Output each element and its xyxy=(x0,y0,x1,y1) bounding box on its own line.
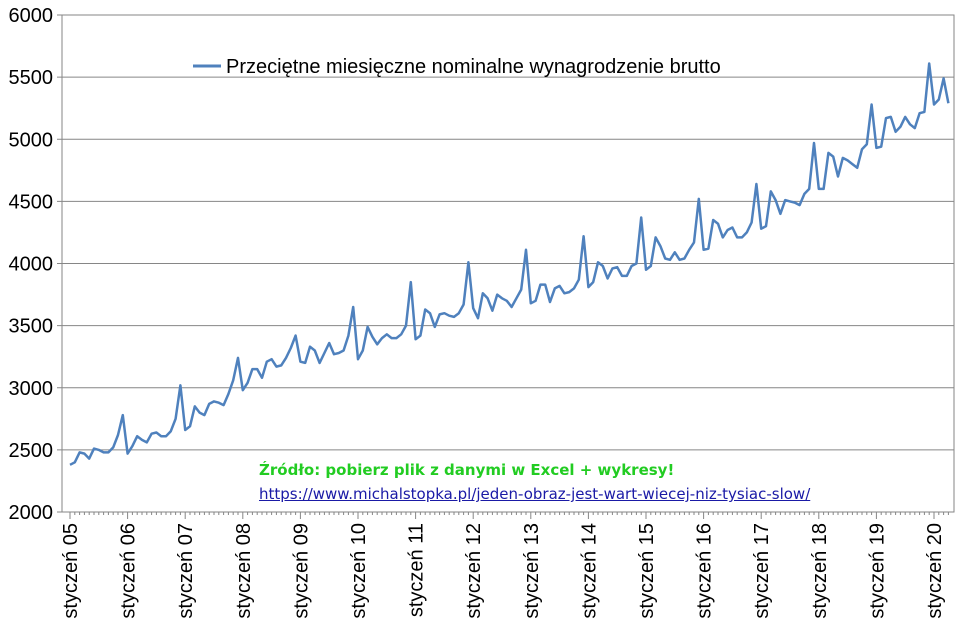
source-link[interactable]: https://www.michalstopka.pl/jeden-obraz-… xyxy=(259,485,811,503)
x-tick-label: styczeń 11 xyxy=(406,523,428,617)
y-tick-label: 4000 xyxy=(9,254,54,276)
legend-label: Przeciętne miesięczne nominalne wynagrod… xyxy=(226,56,721,78)
x-tick-label: styczeń 10 xyxy=(348,523,370,619)
y-tick-label: 4500 xyxy=(9,191,54,213)
x-tick-label: styczeń 16 xyxy=(694,523,716,619)
y-tick-label: 5500 xyxy=(9,67,54,89)
x-tick-label: styczeń 17 xyxy=(751,523,773,619)
x-tick-label: styczeń 15 xyxy=(636,523,658,619)
y-tick-label: 3000 xyxy=(9,378,54,400)
y-tick-label: 5000 xyxy=(9,129,54,151)
gridlines xyxy=(62,76,954,451)
x-tick-label: styczeń 20 xyxy=(924,523,946,619)
series-group xyxy=(69,62,950,466)
x-tick-label: styczeń 06 xyxy=(118,523,140,619)
x-axis: styczeń 05 styczeń 06 styczeń 07 styczeń 08… xyxy=(60,512,949,619)
x-tick-label: styczeń 09 xyxy=(290,523,312,619)
source-annotation: Źródło: pobierz plik z danymi w Excel + … xyxy=(259,461,675,479)
legend: Przeciętne miesięczne nominalne wynagrod… xyxy=(193,56,721,78)
y-tick-label: 2500 xyxy=(9,440,54,462)
x-tick-label: styczeń 05 xyxy=(60,523,82,619)
series-line-wynagrodzenie xyxy=(69,62,950,466)
x-tick-label: styczeń 13 xyxy=(521,523,543,619)
x-tick-label: styczeń 14 xyxy=(578,523,600,619)
x-tick-label: styczeń 08 xyxy=(233,523,255,619)
x-tick-label: styczeń 18 xyxy=(809,523,831,619)
x-tick-label: styczeń 19 xyxy=(866,523,888,619)
x-tick-label: styczeń 07 xyxy=(175,523,197,619)
y-tick-label: 2000 xyxy=(9,502,54,524)
y-tick-label: 3500 xyxy=(9,316,54,338)
y-tick-label: 6000 xyxy=(9,5,54,27)
y-axis: 2000 2500 3000 3500 4000 4500 5000 5500 6000 xyxy=(9,5,62,524)
x-tick-label: styczeń 12 xyxy=(463,523,485,619)
